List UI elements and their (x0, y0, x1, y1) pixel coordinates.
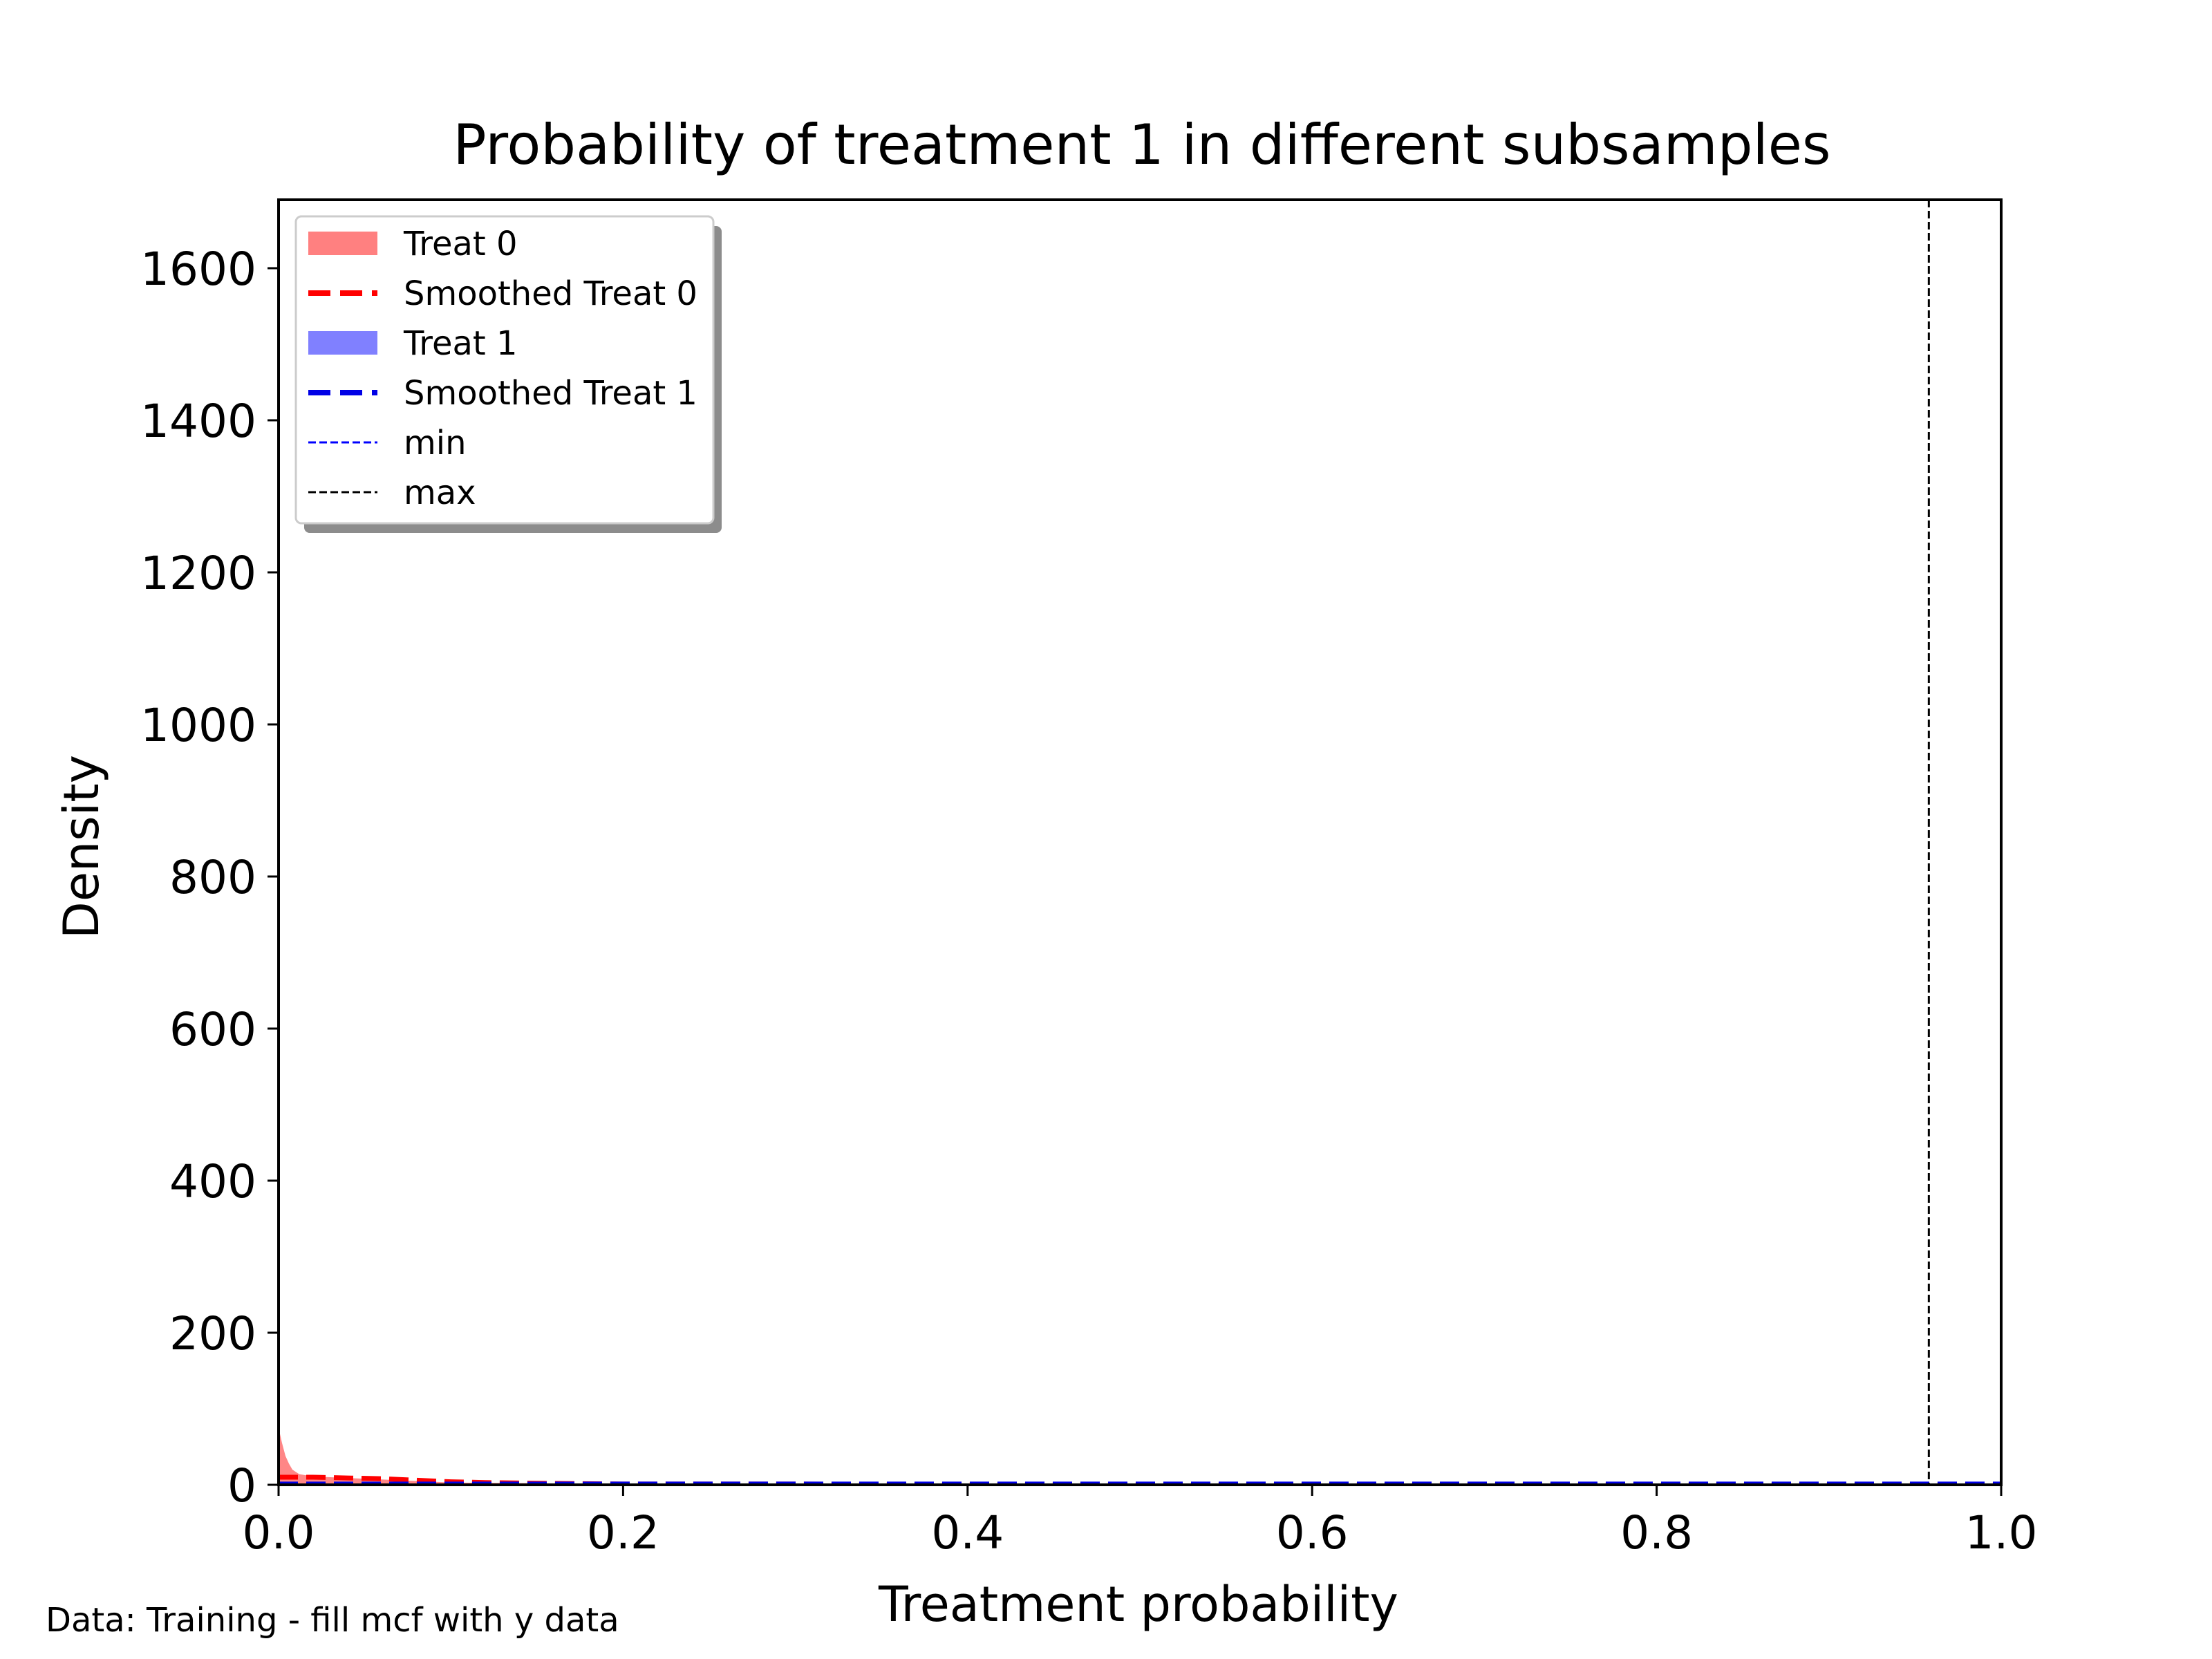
y-tick-label: 800 (169, 851, 256, 904)
legend: Treat 0 Smoothed Treat 0 Treat 1 Smoothed T… (294, 215, 722, 533)
legend-label-treat-1: Treat 1 (403, 324, 518, 363)
chart-title: Probability of treatment 1 in different … (453, 113, 1830, 177)
legend-label-smoothed-treat-0: Smoothed Treat 0 (404, 274, 697, 313)
legend-swatch-treat-0 (308, 232, 377, 255)
legend-label-min: min (404, 424, 467, 462)
y-tick-label: 1400 (140, 395, 256, 448)
footnote: Data: Training - fill mcf with y data (46, 1601, 619, 1640)
x-tick-label: 0.8 (1620, 1506, 1693, 1559)
y-tick-label: 200 (169, 1307, 256, 1360)
y-tick-label: 1600 (140, 243, 256, 296)
y-tick-label: 0 (227, 1459, 256, 1512)
legend-label-smoothed-treat-1: Smoothed Treat 1 (404, 374, 697, 413)
axes-frame (277, 198, 2003, 1486)
y-tick-label: 1000 (140, 699, 256, 752)
x-tick-label: 1.0 (1965, 1506, 2038, 1559)
legend-box (294, 215, 715, 525)
y-tick-label: 1200 (140, 547, 256, 600)
y-tick-label: 400 (169, 1155, 256, 1208)
y-tick-label: 600 (169, 1003, 256, 1056)
legend-swatch-treat-1 (308, 331, 377, 355)
x-tick-label: 0.2 (587, 1506, 659, 1559)
x-tick-label: 0.4 (931, 1506, 1004, 1559)
axes: 0.0 0.2 0.4 0.6 0.8 1.0 0 200 400 600 800 1000 1200 1… (140, 198, 2038, 1559)
y-axis-label: Density (53, 755, 110, 939)
x-tick-label: 0.6 (1276, 1506, 1349, 1559)
legend-label-treat-0: Treat 0 (403, 225, 518, 263)
x-tick-label: 0.0 (243, 1506, 315, 1559)
legend-label-max: max (404, 474, 476, 512)
x-axis-label: Treatment probability (878, 1576, 1398, 1633)
